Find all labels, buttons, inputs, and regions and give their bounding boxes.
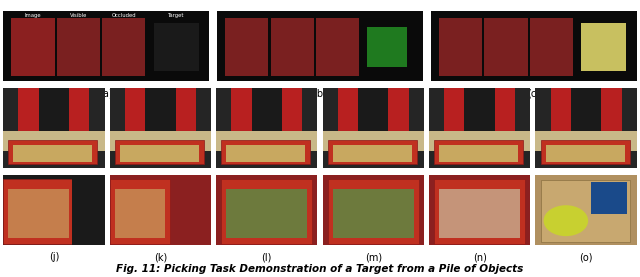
- Bar: [333, 145, 412, 163]
- Bar: [271, 18, 314, 76]
- Bar: [550, 88, 621, 132]
- Text: (a): (a): [99, 88, 113, 98]
- Text: (g): (g): [366, 176, 380, 186]
- Bar: [3, 179, 74, 244]
- Bar: [434, 140, 524, 164]
- Text: Visible: Visible: [70, 13, 87, 18]
- Bar: [541, 140, 630, 164]
- Bar: [439, 189, 520, 238]
- Bar: [429, 130, 531, 150]
- Bar: [109, 179, 170, 244]
- Bar: [591, 182, 627, 214]
- Text: Image: Image: [25, 13, 42, 18]
- Bar: [444, 88, 515, 132]
- Text: (c): (c): [527, 88, 540, 98]
- Bar: [125, 88, 196, 132]
- Bar: [358, 88, 388, 136]
- Bar: [115, 140, 204, 164]
- Bar: [465, 88, 495, 136]
- Text: (h): (h): [473, 176, 486, 186]
- Text: (b): (b): [313, 88, 327, 98]
- Bar: [154, 23, 199, 71]
- Text: (k): (k): [154, 252, 167, 262]
- Text: (n): (n): [473, 252, 486, 262]
- Bar: [252, 88, 282, 136]
- Bar: [367, 27, 406, 67]
- Bar: [338, 88, 409, 132]
- Text: (i): (i): [581, 176, 591, 186]
- Bar: [216, 130, 317, 150]
- Bar: [12, 18, 55, 76]
- Text: Occluded: Occluded: [111, 13, 136, 18]
- Bar: [571, 88, 602, 136]
- Bar: [8, 189, 69, 238]
- Bar: [323, 130, 424, 150]
- Bar: [115, 189, 165, 238]
- Bar: [227, 145, 305, 163]
- Bar: [541, 180, 630, 242]
- Bar: [72, 175, 104, 245]
- Bar: [225, 18, 269, 76]
- Bar: [536, 130, 637, 150]
- Bar: [316, 18, 359, 76]
- Bar: [57, 18, 100, 76]
- Bar: [227, 189, 307, 238]
- Bar: [231, 88, 302, 132]
- Bar: [13, 145, 92, 163]
- Bar: [145, 88, 175, 136]
- Bar: [8, 140, 97, 164]
- Text: Fig. 11: Picking Task Demonstration of a Target from a Pile of Objects: Fig. 11: Picking Task Demonstration of a…: [116, 264, 524, 274]
- Bar: [333, 189, 414, 238]
- Bar: [221, 140, 310, 164]
- Bar: [484, 18, 527, 76]
- Text: (m): (m): [365, 252, 382, 262]
- Text: (l): (l): [262, 252, 272, 262]
- Bar: [581, 23, 627, 71]
- Bar: [439, 145, 518, 163]
- Bar: [102, 18, 145, 76]
- Text: (f): (f): [261, 176, 272, 186]
- Text: (e): (e): [154, 176, 167, 186]
- Bar: [545, 145, 625, 163]
- Bar: [328, 140, 417, 164]
- Bar: [19, 88, 90, 132]
- Bar: [530, 18, 573, 76]
- Text: (d): (d): [47, 176, 61, 186]
- Text: (j): (j): [49, 252, 59, 262]
- Text: Target: Target: [168, 13, 184, 18]
- Text: (o): (o): [579, 252, 593, 262]
- Bar: [120, 145, 199, 163]
- Bar: [439, 18, 483, 76]
- Bar: [38, 88, 69, 136]
- Bar: [3, 130, 104, 150]
- Circle shape: [543, 205, 588, 236]
- Bar: [109, 130, 211, 150]
